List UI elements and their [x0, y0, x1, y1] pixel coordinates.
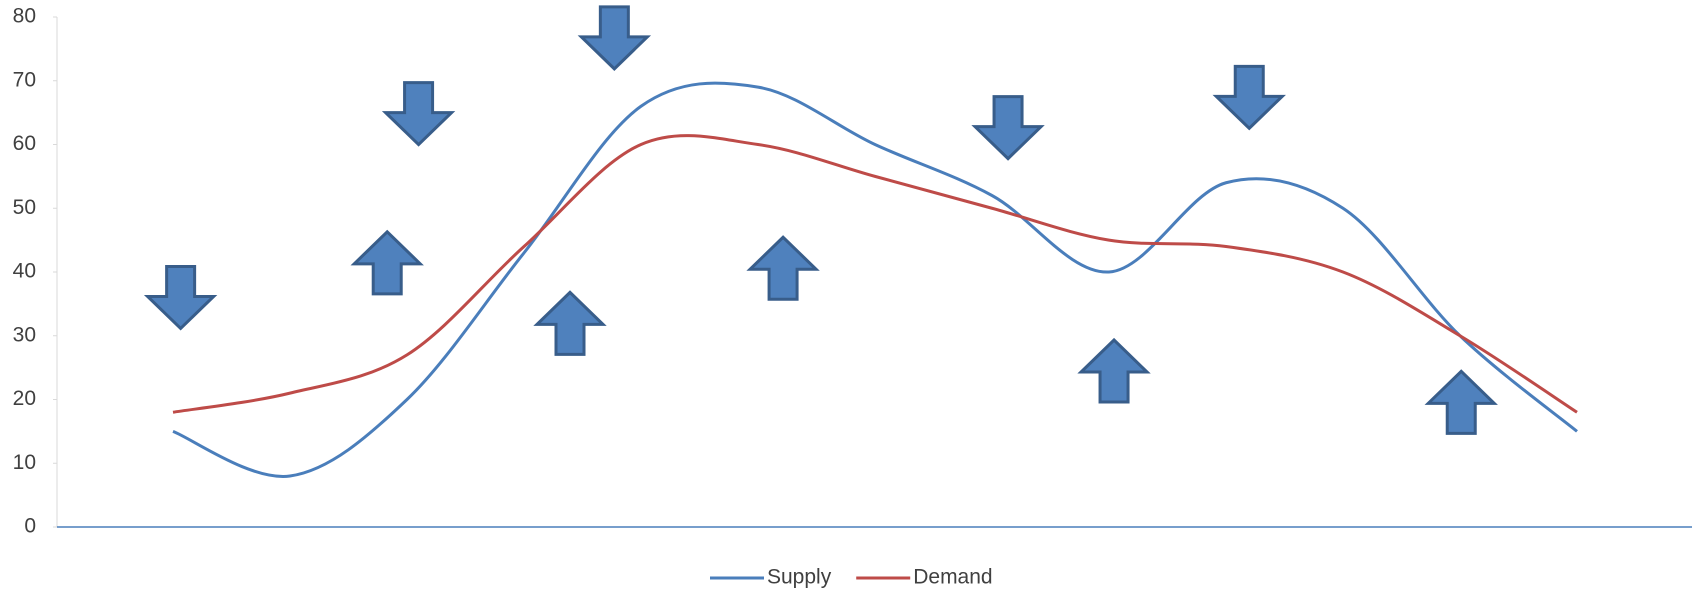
arrow-shape — [350, 229, 424, 296]
arrow-shape — [143, 264, 218, 331]
arrow-shape — [1212, 64, 1286, 131]
arrow-shape — [971, 95, 1045, 161]
y-tick-label: 50 — [13, 196, 36, 219]
arrow-shape — [381, 81, 456, 147]
arrow-shape — [577, 5, 652, 71]
decorations — [143, 5, 1498, 435]
legend-label: Supply — [767, 566, 832, 589]
y-tick-label: 0 — [24, 515, 36, 538]
arrow-shape — [746, 235, 820, 301]
y-tick-label: 30 — [13, 323, 36, 346]
y-tick-label: 70 — [13, 68, 36, 91]
y-tick-label: 40 — [13, 260, 36, 283]
series-line — [172, 134, 1578, 414]
arrow-shape — [1424, 369, 1498, 435]
y-tick-label: 60 — [13, 132, 36, 155]
series-line — [172, 81, 1578, 478]
y-tick-label: 80 — [13, 5, 36, 28]
y-tick-label: 10 — [13, 451, 36, 474]
arrow-shape — [533, 290, 607, 356]
arrow-shape — [1077, 337, 1151, 404]
legend-label: Demand — [913, 566, 992, 589]
y-tick-label: 20 — [13, 387, 36, 410]
